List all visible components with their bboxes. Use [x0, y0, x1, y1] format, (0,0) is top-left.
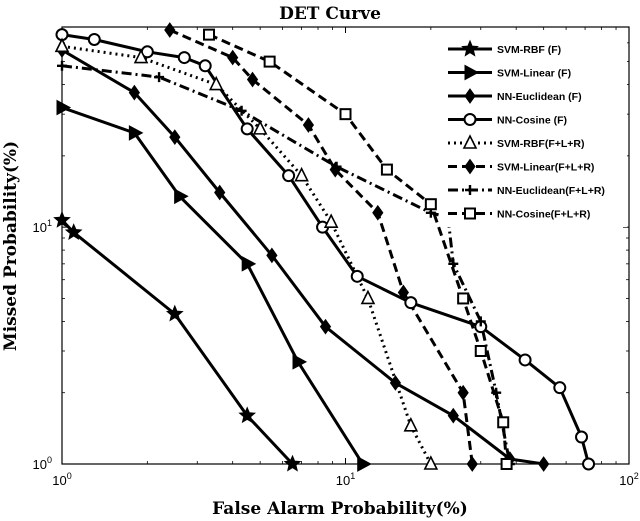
series-7-marker [497, 416, 510, 429]
series-5-marker [372, 204, 384, 221]
series-4-marker [323, 213, 339, 228]
series-6-marker [475, 316, 486, 327]
series-6-marker [448, 258, 459, 269]
series-line-1 [62, 106, 364, 464]
chart-title: DET Curve [279, 4, 381, 24]
series-5-marker [466, 456, 478, 472]
series-3-marker [404, 296, 418, 310]
series-6-marker [57, 60, 67, 71]
series-1-marker [56, 99, 72, 116]
legend-label-4: SVM-RBF(F+L+R) [497, 138, 585, 150]
series-5-marker [246, 71, 259, 88]
x-tick-label: 100 [52, 471, 71, 488]
series-4-marker [360, 289, 376, 305]
series-2-marker [214, 184, 226, 201]
series-1-marker [357, 456, 372, 472]
series-3-marker [198, 59, 212, 73]
series-6-marker [236, 105, 247, 116]
series-line-2 [62, 48, 544, 464]
legend-label-6: NN-Euclidean(F+L+R) [497, 185, 605, 197]
x-tick-label: 102 [619, 471, 638, 488]
series-4-marker [54, 37, 70, 53]
legend-label-5: SVM-Linear(F+L+R) [497, 162, 594, 174]
series-3-marker [575, 430, 589, 444]
series-6-marker [491, 387, 502, 398]
series-4-marker [133, 48, 149, 64]
series-5-marker [397, 284, 409, 301]
y-tick-label: 100 [33, 455, 52, 472]
series-2-marker [128, 84, 140, 101]
series-5-marker [164, 22, 176, 38]
series-2-marker [169, 129, 181, 145]
legend-marker-6 [465, 185, 475, 195]
series-7-marker [202, 28, 215, 41]
series-5-marker [457, 384, 469, 401]
series-5-marker [302, 117, 315, 133]
series-7-marker [263, 55, 276, 68]
legend-marker-4 [462, 134, 478, 149]
series-0-marker [283, 454, 302, 472]
series-2-marker [319, 318, 332, 335]
series-3-marker [282, 169, 296, 183]
series-5-marker [227, 49, 239, 66]
series-4-marker [252, 120, 268, 135]
markers-layer [53, 22, 596, 472]
series-3-marker [553, 381, 567, 395]
series-7-marker [424, 198, 437, 211]
series-4-marker [208, 75, 224, 91]
x-axis-label: False Alarm Probability(%) [212, 499, 468, 519]
series-1-marker [128, 125, 144, 141]
series-0-marker [64, 223, 83, 240]
series-line-5 [169, 28, 474, 464]
series-4-marker [403, 416, 419, 432]
series-3-marker [518, 353, 532, 367]
series-1-marker [241, 256, 257, 272]
series-3-marker [350, 269, 364, 283]
series-7-marker [457, 292, 470, 305]
legend-marker-7 [464, 207, 476, 220]
x-tick-label: 101 [336, 471, 355, 488]
series-7-marker [380, 163, 393, 176]
series-0-marker [53, 210, 71, 228]
series-7-marker [474, 344, 487, 357]
legend: SVM-RBF (F) SVM-Linear (F) NN-Euclidean (F… [442, 37, 627, 227]
series-6-marker [331, 161, 342, 172]
legend-marker-5 [464, 158, 476, 175]
legend-marker-3 [463, 113, 477, 126]
series-1-marker [292, 353, 308, 370]
legend-label-7: NN-Cosine(F+L+R) [497, 209, 590, 221]
legend-label-2: NN-Euclidean (F) [497, 91, 582, 103]
series-4-marker [423, 455, 439, 470]
series-2-marker [447, 407, 459, 424]
series-2-marker [389, 375, 402, 391]
series-line-4 [62, 44, 433, 464]
series-line-6 [62, 64, 512, 464]
series-7-marker [500, 458, 513, 470]
series-4-marker [294, 166, 309, 182]
series-6-marker [154, 72, 165, 83]
legend-marker-1 [464, 64, 480, 81]
legend-box [442, 37, 627, 227]
series-3-marker [240, 122, 254, 136]
legend-marker-2 [464, 88, 476, 104]
series-2-marker [538, 456, 550, 472]
series-3-marker [177, 51, 191, 65]
series-0-marker [238, 406, 257, 424]
y-axis-label: Missed Probability(%) [1, 141, 21, 351]
series-2-marker [266, 247, 278, 264]
series-0-marker [165, 304, 184, 322]
series-line-0 [62, 219, 294, 464]
series-1-marker [174, 188, 189, 205]
series-7-marker [339, 108, 352, 121]
y-tick-label: 101 [33, 218, 52, 235]
legend-label-3: NN-Cosine (F) [497, 115, 567, 127]
legend-label-1: SVM-Linear (F) [497, 68, 571, 80]
series-3-marker [582, 457, 596, 471]
legend-marker-0 [461, 39, 479, 57]
legend-label-0: SVM-RBF (F) [497, 44, 561, 56]
series-3-marker [87, 32, 101, 46]
